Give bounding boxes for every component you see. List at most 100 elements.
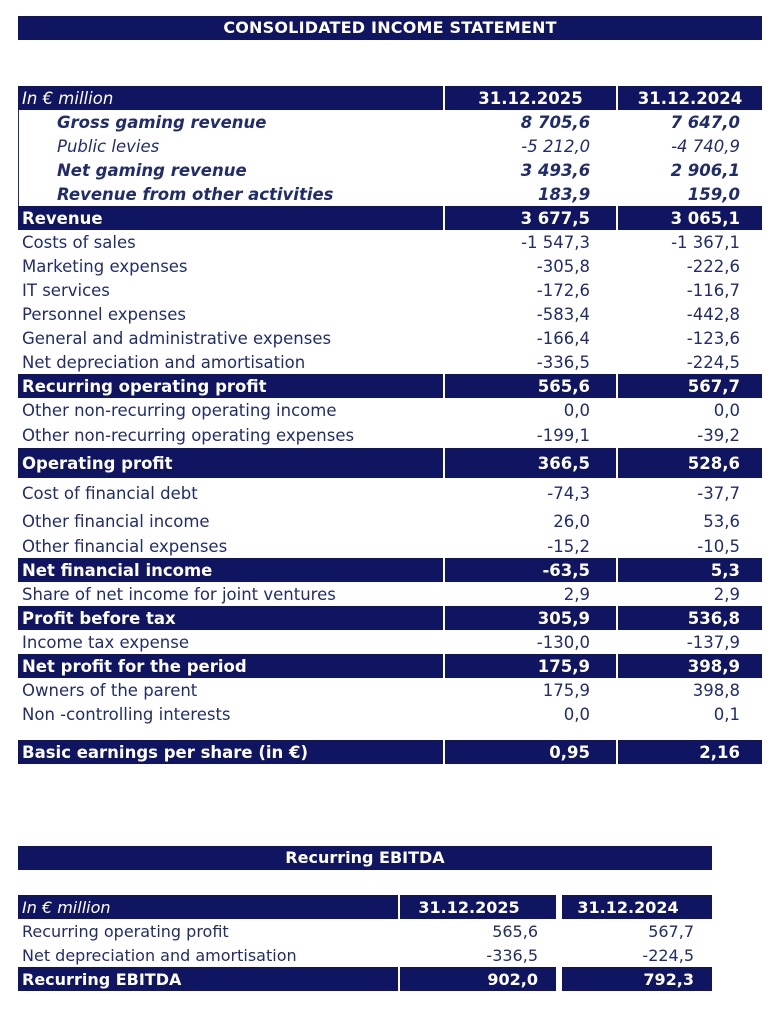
row-label: Costs of sales [22,232,136,252]
value-2025: 565,6 [492,921,538,941]
value-2025: 305,9 [445,606,616,630]
ebitda-title: Recurring EBITDA [18,846,712,870]
total-row: Recurring EBITDA 902,0 792,3 [18,967,712,991]
row-label: Net depreciation and amortisation [22,945,297,965]
value-2025: 175,9 [445,654,616,678]
table-row: IT services -172,6 -116,7 [18,278,762,302]
value-2025: -63,5 [445,558,616,582]
table-header-row: In € million 31.12.2025 31.12.2024 [18,895,712,919]
row-label: Profit before tax [18,606,443,630]
value-2024: 567,7 [648,921,694,941]
total-row: Net financial income -63,5 5,3 [18,558,762,582]
value-2025: -199,1 [536,425,590,445]
row-label: Revenue from other activities [57,184,334,204]
table-row: Other financial expenses -15,2 -10,5 [18,534,762,558]
row-label: Net gaming revenue [57,160,247,180]
value-2025: -74,3 [547,483,590,503]
table-row: Other non-recurring operating expenses -1… [18,422,762,448]
table-row: Net gaming revenue 3 493,6 2 906,1 [19,158,762,182]
value-2025: -130,0 [536,632,590,652]
row-label: Share of net income for joint ventures [22,584,336,604]
value-2025: -336,5 [486,945,538,965]
ebitda-table: In € million 31.12.2025 31.12.2024 Recur… [18,895,712,991]
value-2024: 2,9 [713,584,740,604]
value-2024: -1 367,1 [671,232,740,252]
table-row: Owners of the parent 175,9 398,8 [18,678,762,702]
row-label: Net depreciation and amortisation [22,352,306,372]
unit-label: In € million [18,86,443,110]
table-row: Marketing expenses -305,8 -222,6 [18,254,762,278]
value-2024: -4 740,9 [671,136,740,156]
value-2024: 7 647,0 [670,112,740,132]
row-label: IT services [22,280,110,300]
value-2024: 0,1 [713,704,740,724]
value-2024: -222,6 [686,256,740,276]
table-row: Gross gaming revenue 8 705,6 7 647,0 [19,110,762,134]
table-row: Cost of financial debt -74,3 -37,7 [18,478,762,508]
value-2025: 0,0 [563,400,590,420]
total-row: Operating profit 366,5 528,6 [18,448,762,478]
value-2025: 0,0 [563,704,590,724]
row-label: Income tax expense [22,632,190,652]
value-2025: 2,9 [563,584,590,604]
value-2025: -15,2 [547,536,590,556]
value-2025: -5 212,0 [521,136,591,156]
row-label: Personnel expenses [22,304,186,324]
table-row: Share of net income for joint ventures 2,… [18,582,762,606]
total-row: Recurring operating profit 565,6 567,7 [18,374,762,398]
row-label: Public levies [57,136,160,156]
value-2024: 567,7 [618,374,762,398]
value-2024: 398,8 [692,680,740,700]
value-2024: -137,9 [686,632,740,652]
value-2025: 366,5 [445,448,616,478]
value-2024: -37,7 [697,483,740,503]
row-label: Cost of financial debt [22,483,198,503]
page-title: CONSOLIDATED INCOME STATEMENT [18,16,762,40]
row-label: Recurring EBITDA [18,967,398,991]
row-label: Recurring operating profit [18,374,443,398]
value-2024: -224,5 [686,352,740,372]
value-2025: -305,8 [536,256,590,276]
value-2025: -1 547,3 [521,232,590,252]
revenue-breakdown: Gross gaming revenue 8 705,6 7 647,0 Public… [18,110,762,206]
row-label: Non -controlling interests [22,704,231,724]
table-row: Public levies -5 212,0 -4 740,9 [19,134,762,158]
total-row: Profit before tax 305,9 536,8 [18,606,762,630]
table-row: Other non-recurring operating income 0,0 0… [18,398,762,422]
value-2025: -583,4 [536,304,590,324]
unit-label: In € million [18,895,398,919]
value-2025: 183,9 [537,184,591,204]
value-2025: -166,4 [536,328,590,348]
table-row: Personnel expenses -583,4 -442,8 [18,302,762,326]
value-2024: -39,2 [697,425,740,445]
row-label: Marketing expenses [22,256,188,276]
row-label: Net profit for the period [18,654,443,678]
value-2025: 3 493,6 [520,160,591,180]
table-row: Net depreciation and amortisation -336,5 -… [18,350,762,374]
table-row: Income tax expense -130,0 -137,9 [18,630,762,654]
table-row: Other financial income 26,0 53,6 [18,508,762,534]
row-label: General and administrative expenses [22,328,332,348]
value-2025: 0,95 [445,740,616,764]
income-statement-table: In € million 31.12.2025 31.12.2024 Gross… [18,86,762,764]
row-label: Revenue [18,206,443,230]
value-2024: 0,0 [713,400,740,420]
row-label: Net financial income [18,558,443,582]
eps-row: Basic earnings per share (in €) 0,95 2,1… [18,740,762,764]
value-2025: -172,6 [536,280,590,300]
table-header-row: In € million 31.12.2025 31.12.2024 [18,86,762,110]
value-2024: 528,6 [618,448,762,478]
value-2025: 175,9 [542,680,590,700]
table-row: Recurring operating profit 565,6 567,7 [18,919,712,943]
value-2024: 536,8 [618,606,762,630]
row-label: Operating profit [18,448,443,478]
row-label: Owners of the parent [22,680,198,700]
row-label: Other financial expenses [22,536,228,556]
total-row: Revenue 3 677,5 3 065,1 [18,206,762,230]
column-header-2025: 31.12.2025 [400,895,556,919]
row-label: Recurring operating profit [22,921,229,941]
value-2024: 2 906,1 [670,160,740,180]
value-2024: -224,5 [642,945,694,965]
table-row: General and administrative expenses -166,… [18,326,762,350]
table-row: Net depreciation and amortisation -336,5 -… [18,943,712,967]
